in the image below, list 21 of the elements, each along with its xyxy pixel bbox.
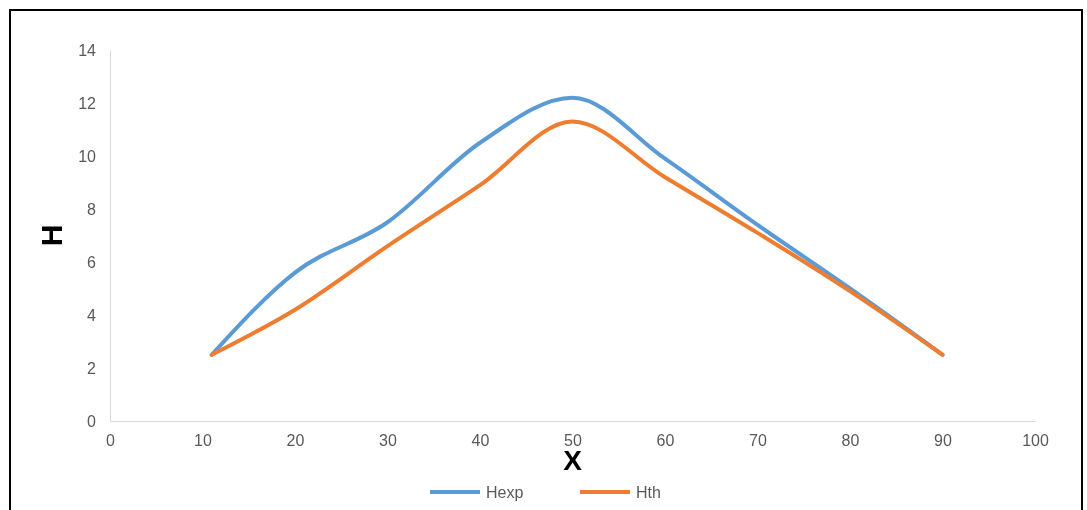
x-tick-label: 90 <box>934 432 952 450</box>
x-tick-label: 30 <box>379 432 397 450</box>
y-tick-label: 12 <box>78 94 97 112</box>
x-tick-label: 40 <box>471 432 490 450</box>
x-tick-label: 70 <box>749 432 767 450</box>
y-axis-title: H <box>35 224 68 247</box>
y-tick-label: 2 <box>87 359 97 377</box>
y-tick-label: 8 <box>87 200 97 218</box>
y-tick-label: 0 <box>87 412 97 430</box>
x-tick-label: 80 <box>841 432 860 450</box>
y-tick-label: 10 <box>78 147 97 165</box>
y-tick-label: 6 <box>87 253 97 271</box>
y-tick-label: 14 <box>78 41 97 59</box>
legend-label: Hexp <box>486 484 524 501</box>
legend-label: Hth <box>636 484 661 501</box>
x-tick-label: 0 <box>106 432 116 450</box>
x-tick-label: 60 <box>656 432 675 450</box>
y-tick-label: 4 <box>87 306 97 324</box>
x-tick-label: 20 <box>286 432 305 450</box>
x-tick-label: 100 <box>1022 432 1049 450</box>
x-tick-label: 10 <box>194 432 212 450</box>
